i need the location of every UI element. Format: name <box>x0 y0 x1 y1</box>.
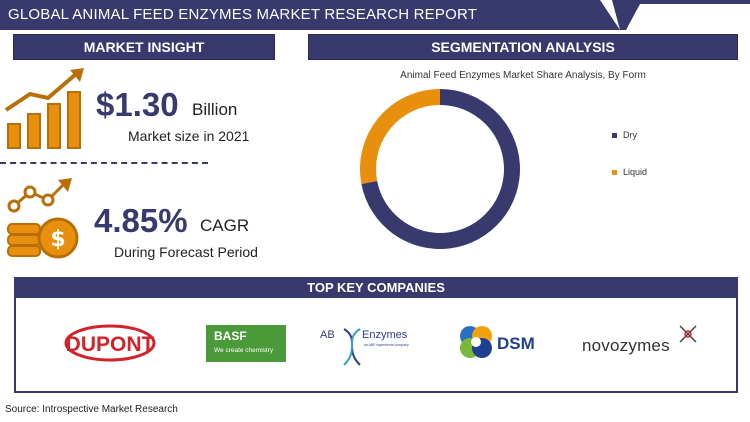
cagr-unit: CAGR <box>200 216 250 235</box>
market-size-unit: Billion <box>192 100 238 119</box>
basf-logo: BASF We create chemistry <box>206 325 286 362</box>
section-divider <box>0 162 208 164</box>
basf-logo-name: BASF <box>214 329 247 343</box>
dna-icon <box>343 328 361 366</box>
market-size-label: Market size in 2021 <box>128 128 250 144</box>
legend-item-liquid: Liquid <box>612 167 647 177</box>
legend-swatch-liquid <box>612 169 617 175</box>
coin-growth-icon: $ <box>6 178 86 271</box>
report-title: GLOBAL ANIMAL FEED ENZYMES MARKET RESEAR… <box>8 6 478 23</box>
market-insight-header: MARKET INSIGHT <box>13 34 275 60</box>
dupont-logo: DUPONT <box>64 324 156 367</box>
title-banner: GLOBAL ANIMAL FEED ENZYMES MARKET RESEAR… <box>0 0 750 30</box>
basf-logo-tagline: We create chemistry <box>214 347 274 354</box>
chart-title: Animal Feed Enzymes Market Share Analysi… <box>400 70 646 81</box>
donut-slice-liquid <box>360 89 440 184</box>
growth-chart-icon <box>4 66 94 159</box>
ab-logo-subtitle: an ABF ingredients company <box>364 343 409 347</box>
legend-item-dry: Dry <box>612 130 637 140</box>
companies-header: TOP KEY COMPANIES <box>14 277 738 298</box>
cagr-label: During Forecast Period <box>114 244 258 260</box>
dupont-logo-text: DUPONT <box>66 333 155 356</box>
dsm-emblem-icon <box>460 326 492 358</box>
legend-label-dry: Dry <box>623 130 637 140</box>
legend-label-liquid: Liquid <box>623 167 648 177</box>
segmentation-header: SEGMENTATION ANALYSIS <box>308 34 738 60</box>
ab-logo-name: Enzymes <box>362 329 408 341</box>
source-note: Source: Introspective Market Research <box>5 404 178 415</box>
novozymes-emblem-icon <box>679 325 697 343</box>
dsm-logo-text: DSM <box>497 334 535 353</box>
ab-logo-prefix: AB <box>320 329 335 341</box>
banner-background <box>0 0 750 30</box>
svg-text:$: $ <box>50 227 65 252</box>
legend-swatch-dry <box>612 132 617 138</box>
donut-chart <box>360 89 520 249</box>
cagr-value: 4.85% <box>94 202 188 239</box>
market-size-value: $1.30 <box>96 86 179 123</box>
novozymes-logo-text: novozymes <box>582 336 670 355</box>
